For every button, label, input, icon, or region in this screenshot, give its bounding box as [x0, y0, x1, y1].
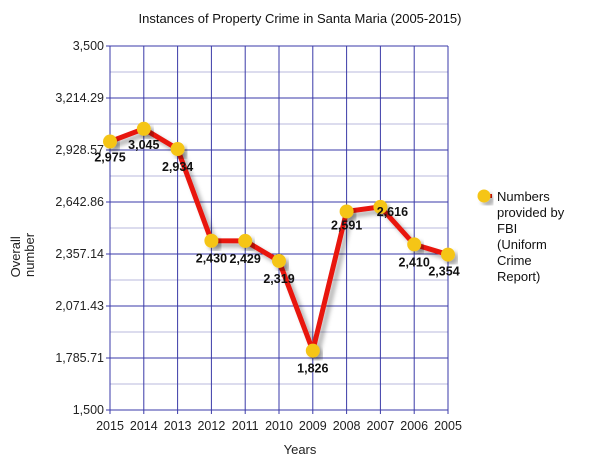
x-tick-label: 2015	[96, 419, 124, 433]
y-tick-label: 3,500	[73, 39, 104, 53]
x-tick-label: 2008	[333, 419, 361, 433]
data-label: 3,045	[128, 138, 159, 152]
data-point	[136, 121, 151, 136]
legend-label-line: provided by	[497, 205, 565, 220]
data-point	[204, 233, 219, 248]
y-tick-label: 3,214.29	[55, 91, 104, 105]
data-label: 2,429	[230, 252, 261, 266]
x-tick-label: 2009	[299, 419, 327, 433]
legend-label-line: Crime	[497, 253, 532, 268]
data-point	[238, 233, 253, 248]
y-tick-label: 2,071.43	[55, 299, 104, 313]
data-point	[373, 199, 388, 214]
data-point	[305, 343, 320, 358]
chart-title: Instances of Property Crime in Santa Mar…	[139, 11, 462, 26]
legend-label-line: FBI	[497, 221, 517, 236]
data-label: 2,616	[377, 205, 408, 219]
y-axis-label-line1: Overall	[8, 236, 23, 277]
legend-label-line: Report)	[497, 269, 540, 284]
x-axis-label: Years	[284, 442, 317, 457]
x-tick-label: 2006	[400, 419, 428, 433]
data-point	[103, 134, 117, 149]
x-tick-label: 2012	[197, 419, 225, 433]
grid	[106, 45, 449, 414]
x-tick-label: 2005	[434, 419, 462, 433]
data-point	[170, 142, 185, 157]
data-label: 2,354	[428, 265, 459, 279]
data-label: 2,430	[196, 252, 227, 266]
x-tick-label: 2014	[130, 419, 158, 433]
x-tick-label: 2011	[232, 419, 259, 433]
data-label: 1,826	[297, 362, 328, 376]
data-point	[407, 237, 422, 252]
data-label: 2,410	[399, 255, 430, 269]
x-tick-label: 2007	[366, 419, 394, 433]
x-ticks: 2015 2014 2013 2012 2011 2010 2009 2008 2007 2006…	[96, 419, 462, 433]
data-point	[272, 253, 286, 268]
y-tick-label: 2,928.57	[55, 143, 104, 157]
y-axis-label: Overall number	[8, 232, 37, 277]
x-tick-label: 2010	[265, 419, 293, 433]
legend-marker-swatch	[477, 189, 491, 203]
data-label: 2,319	[263, 272, 294, 286]
data-point	[441, 247, 455, 262]
x-tick-label: 2013	[164, 419, 192, 433]
data-label: 2,934	[162, 160, 193, 174]
legend-label-line: Numbers	[497, 189, 550, 204]
data-label: 2,591	[331, 218, 362, 232]
data-label: 2,975	[94, 151, 125, 165]
data-point	[339, 204, 354, 219]
y-tick-label: 2,642.86	[55, 195, 104, 209]
y-tick-label: 1,500	[73, 403, 104, 417]
y-ticks: 1,500 1,785.71 2,071.43 2,357.14 2,642.86 2,9…	[55, 39, 104, 417]
y-axis-label-line2: number	[22, 232, 37, 277]
legend-label-line: (Uniform	[497, 237, 547, 252]
y-tick-label: 2,357.14	[55, 247, 104, 261]
y-tick-label: 1,785.71	[55, 351, 104, 365]
